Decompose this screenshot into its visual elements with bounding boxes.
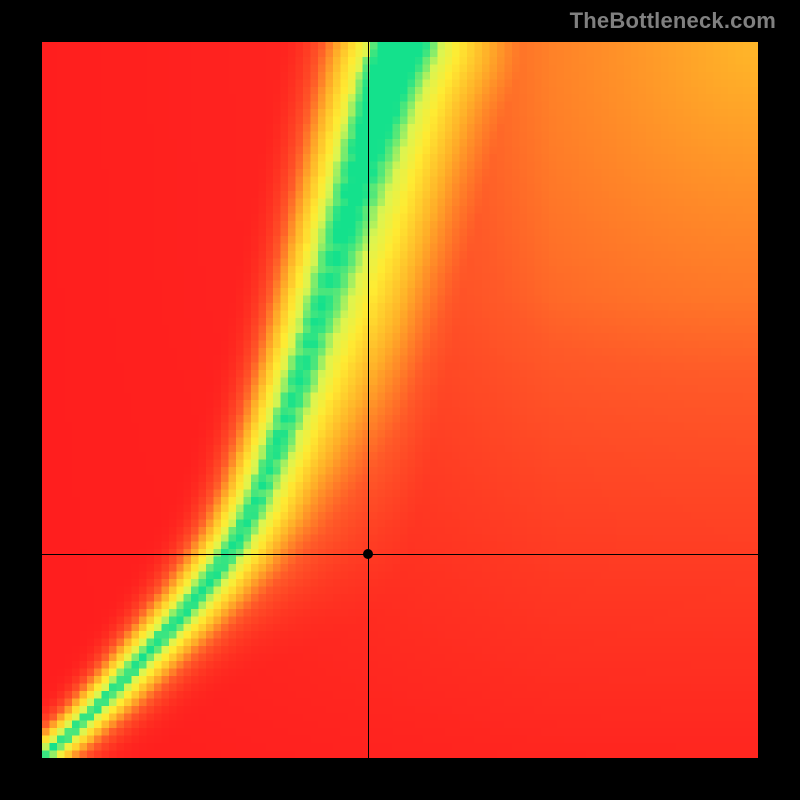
crosshair-horizontal [42, 554, 758, 555]
heatmap-canvas [42, 42, 758, 758]
figure-container: TheBottleneck.com [0, 0, 800, 800]
marker-dot [363, 549, 373, 559]
crosshair-vertical [368, 42, 369, 758]
attribution-text: TheBottleneck.com [570, 8, 776, 34]
plot-area [42, 42, 758, 758]
